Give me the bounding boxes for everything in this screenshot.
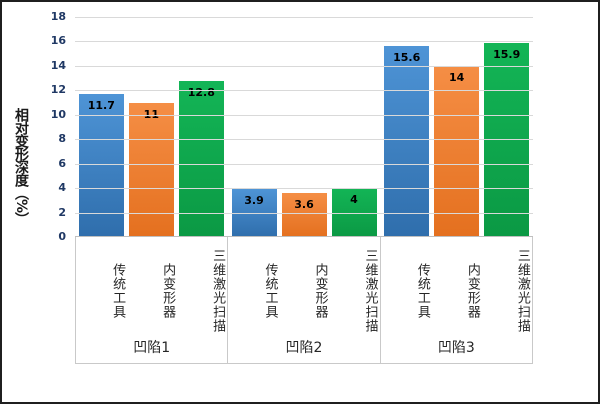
y-tick-label-6: 6 — [58, 156, 66, 170]
category-axis: 传统工具 内变形器 三维激光扫描凹陷1 传统工具 内变形器 三维激光扫描凹陷2 传统工具 内变… — [75, 237, 533, 364]
gridline-14 — [75, 65, 533, 67]
gridline-16 — [75, 41, 533, 43]
plot-area: 11.7 11 12.8 3.9 3.6 4 15.6 14 15.9 — [75, 17, 533, 237]
series-name-label: 内变形器 — [160, 263, 176, 319]
series-name-row: 传统工具 内变形器 三维激光扫描 — [381, 237, 532, 337]
y-tick-label-14: 14 — [50, 58, 66, 72]
series-name-label: 传统工具 — [414, 263, 430, 319]
bar-value-label: 14 — [449, 70, 465, 84]
bar-三维激光扫描-凹陷1: 12.8 — [178, 80, 224, 237]
series-name-row: 传统工具 内变形器 三维激光扫描 — [228, 237, 379, 337]
series-name-label: 三维激光扫描 — [514, 249, 530, 333]
gridline-4 — [75, 188, 533, 190]
bar-group-2: 3.9 3.6 4 — [228, 17, 381, 237]
gridline-8 — [75, 139, 533, 141]
bar-内变形器-凹陷3: 14 — [434, 65, 480, 237]
y-tick-label-18: 18 — [50, 10, 66, 23]
bar-value-label: 12.8 — [187, 85, 215, 99]
gridline-18 — [75, 17, 533, 18]
category-cell-2: 传统工具 内变形器 三维激光扫描凹陷2 — [227, 237, 379, 363]
series-name-row: 传统工具 内变形器 三维激光扫描 — [76, 237, 227, 337]
y-axis: 0 2 4 6 8 10 12 14 16 18 — [2, 10, 66, 243]
gridline-2 — [75, 212, 533, 214]
series-name-label: 三维激光扫描 — [362, 249, 378, 333]
bar-value-label: 15.9 — [493, 47, 521, 61]
category-label-2: 凹陷2 — [285, 340, 323, 356]
y-tick-label-10: 10 — [50, 107, 66, 121]
series-name-label: 三维激光扫描 — [210, 249, 226, 333]
gridline-6 — [75, 163, 533, 165]
bar-value-label: 4 — [350, 193, 358, 207]
bar-groups: 11.7 11 12.8 3.9 3.6 4 15.6 14 15.9 — [75, 17, 533, 237]
series-name-label: 传统工具 — [110, 263, 126, 319]
category-cell-1: 传统工具 内变形器 三维激光扫描凹陷1 — [76, 237, 227, 363]
gridline-12 — [75, 90, 533, 92]
bar-内变形器-凹陷1: 11 — [128, 102, 174, 237]
y-tick-label-12: 12 — [50, 83, 66, 97]
series-name-label: 内变形器 — [312, 263, 328, 319]
category-label-1: 凹陷1 — [133, 340, 171, 356]
bar-value-label: 11.7 — [87, 99, 115, 112]
gridline-10 — [75, 114, 533, 116]
bar-value-label: 15.6 — [393, 51, 421, 65]
bar-group-3: 15.6 14 15.9 — [380, 17, 533, 237]
category-cell-3: 传统工具 内变形器 三维激光扫描凹陷3 — [379, 237, 532, 363]
y-tick-label-2: 2 — [58, 205, 66, 219]
bar-group-1: 11.7 11 12.8 — [75, 17, 228, 237]
series-name-label: 传统工具 — [262, 263, 278, 319]
series-name-label: 内变形器 — [464, 263, 480, 319]
y-axis-title: 相对变形深度（%） — [13, 108, 29, 226]
x-axis-line — [75, 236, 533, 237]
bar-内变形器-凹陷2: 3.6 — [281, 193, 327, 237]
category-label-3: 凹陷3 — [437, 340, 475, 356]
y-tick-label-4: 4 — [58, 181, 66, 195]
y-tick-label-0: 0 — [58, 230, 66, 243]
bar-value-label: 11 — [129, 108, 174, 121]
bar-传统工具-凹陷3: 15.6 — [384, 46, 430, 237]
y-tick-label-16: 16 — [50, 34, 66, 48]
bar-value-label: 3.9 — [244, 194, 264, 208]
bar-value-label: 3.6 — [294, 198, 314, 211]
y-tick-label-8: 8 — [58, 132, 66, 146]
